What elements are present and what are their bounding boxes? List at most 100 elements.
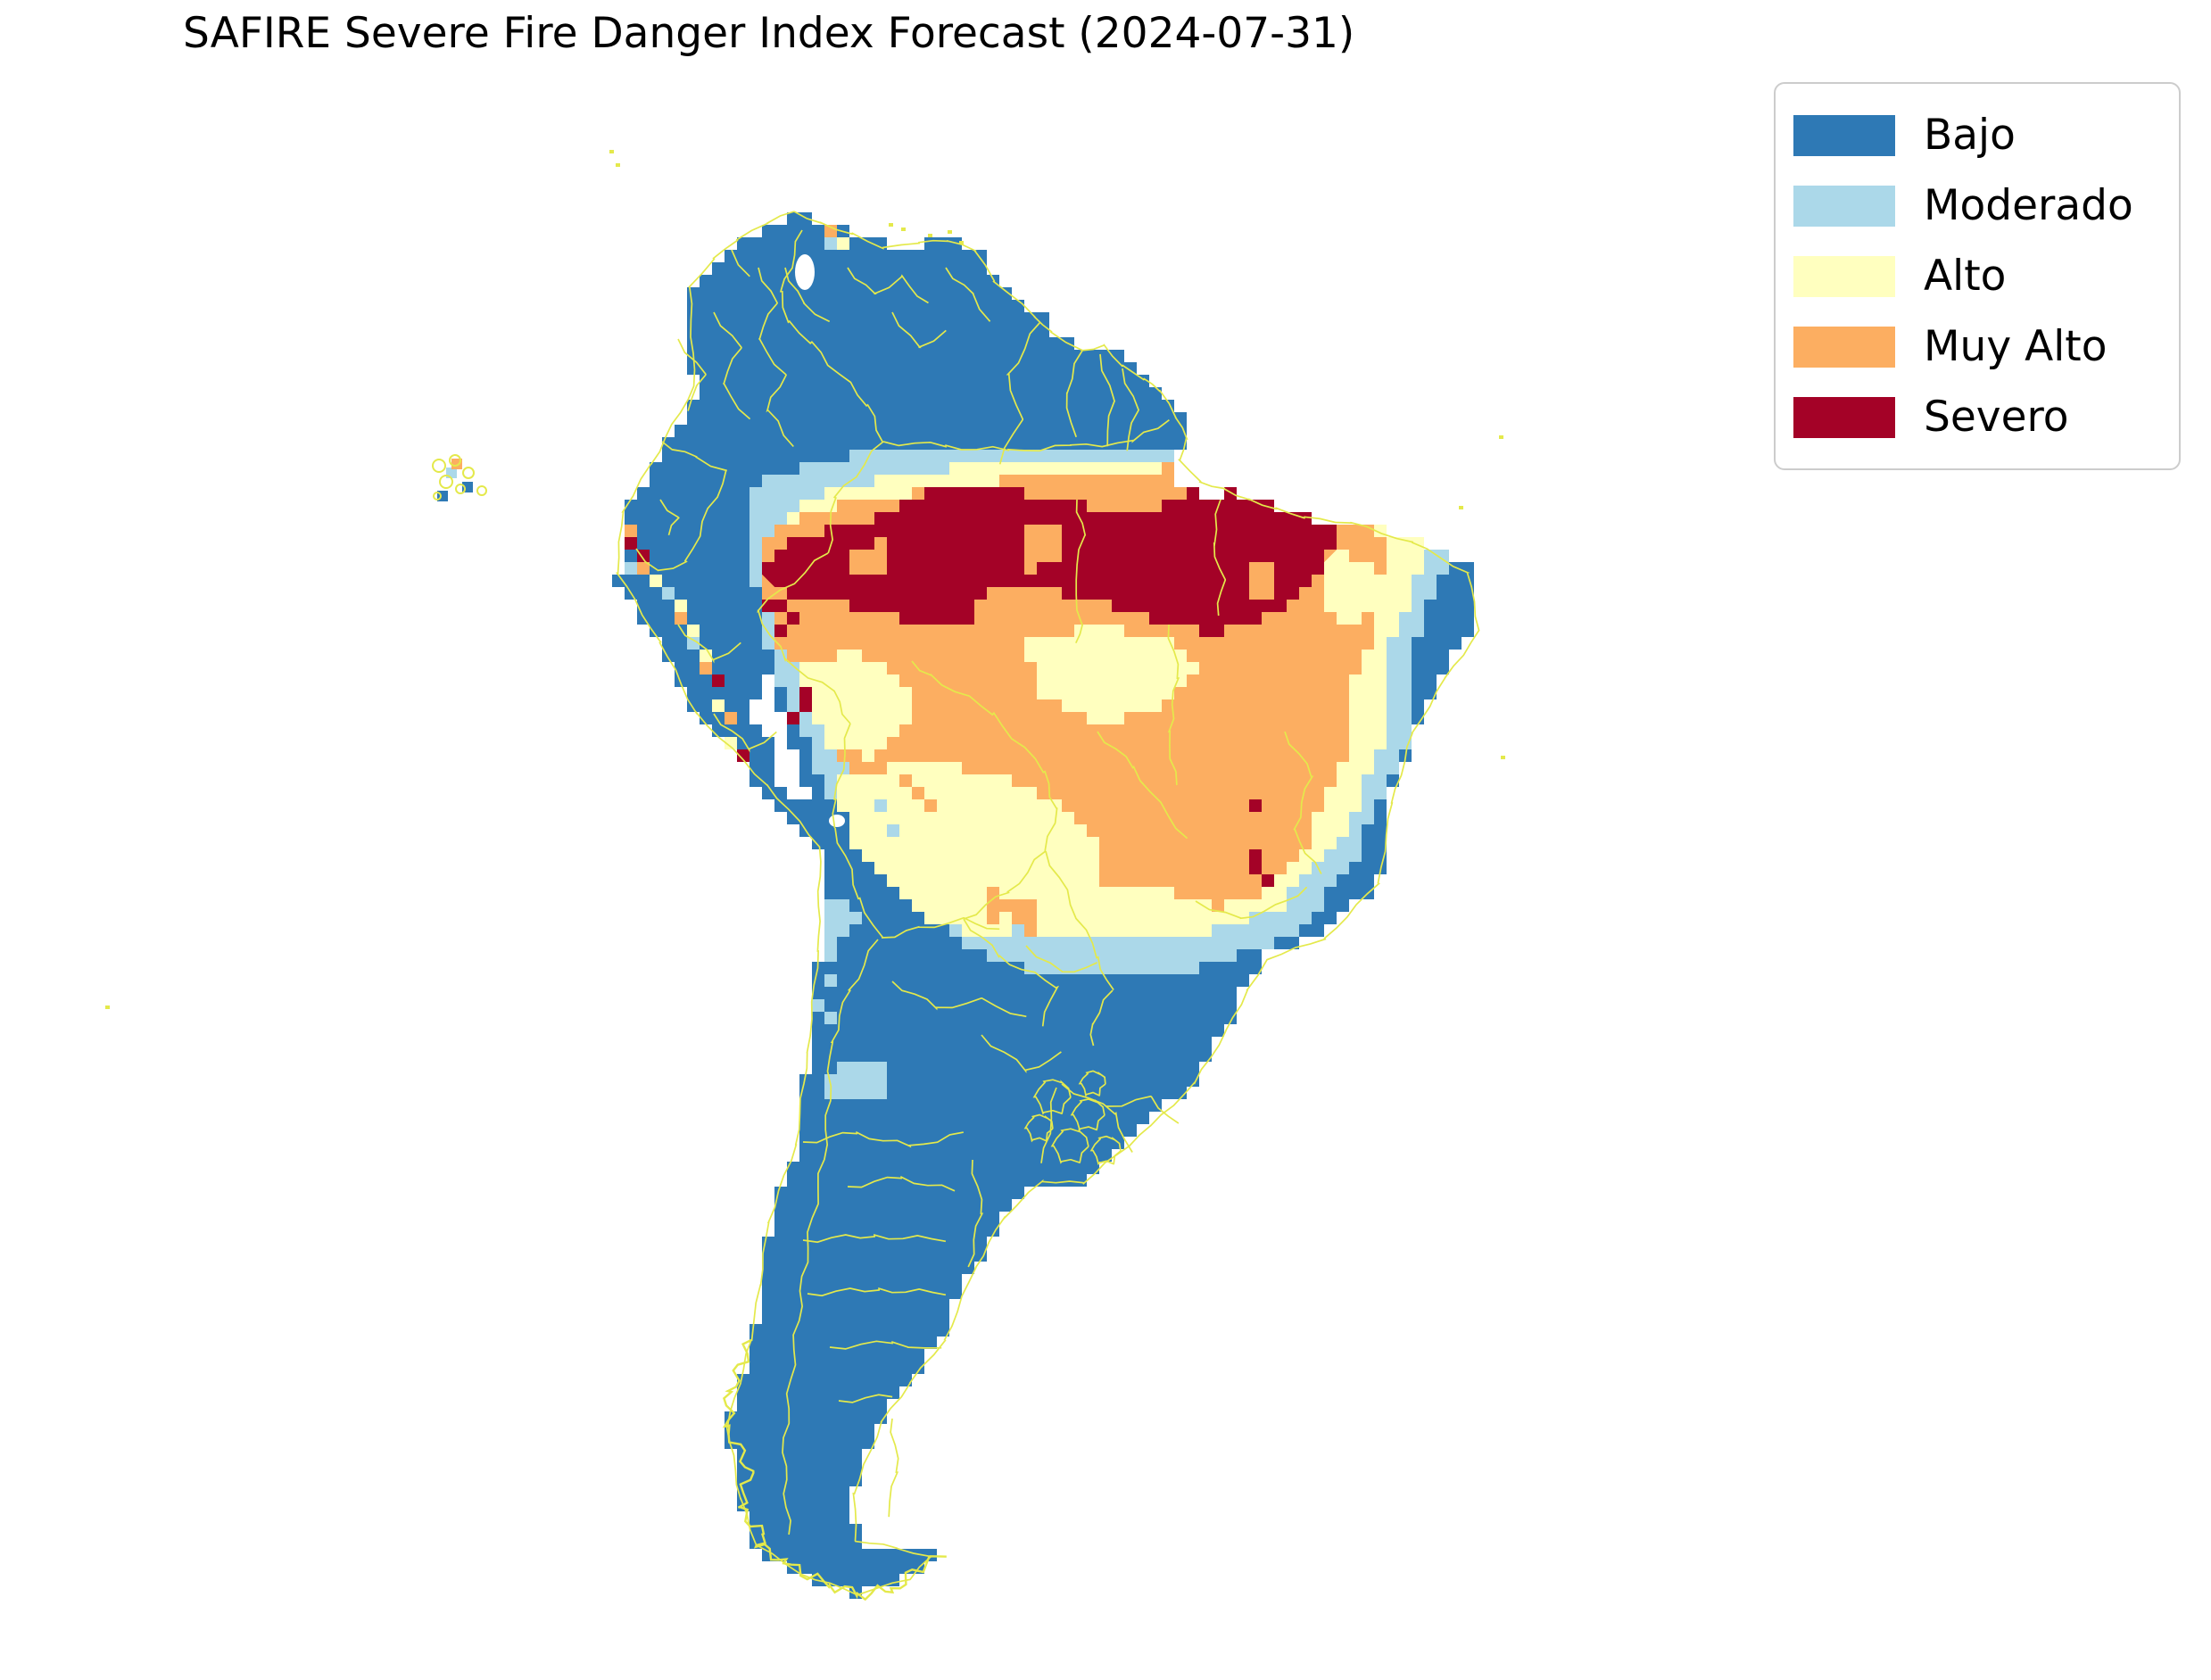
cell-moderado: [1399, 487, 1412, 500]
lake-titicaca: [829, 815, 845, 827]
cell-muy_alto: [999, 899, 1012, 912]
boundary-uruguay-mesh-5: [1023, 1113, 1054, 1143]
boundary-brazil-state-am-pa: [1075, 499, 1087, 644]
legend-label: Moderado: [1924, 181, 2133, 230]
boundary-colombia-dept-2: [677, 338, 707, 411]
speck: [928, 234, 932, 237]
cell-moderado: [662, 587, 675, 600]
boundary-argentina-prov-7: [888, 1418, 899, 1518]
cell-muy_alto: [762, 924, 774, 937]
boundary-colombia-dept-3: [758, 267, 794, 448]
cell-alto: [787, 962, 799, 974]
cell-moderado: [749, 999, 762, 1012]
legend-label: Bajo: [1924, 111, 2016, 160]
boundary-argentina-uruguay: [1040, 1087, 1057, 1163]
galapagos-outline: [433, 492, 442, 501]
cell-muy_alto: [1387, 475, 1399, 487]
boundary-argentina-prov-3: [802, 1234, 947, 1244]
cell-alto: [749, 962, 762, 974]
cell-severo: [1249, 862, 1262, 874]
layer-severo-notch-3: [1249, 562, 1287, 600]
cell-moderado: [824, 974, 837, 987]
galapagos-outline: [462, 467, 475, 479]
boundary-colombia-dept-4: [731, 249, 750, 277]
legend-swatch: [1793, 396, 1895, 438]
boundary-guiana-brazil: [1122, 368, 1140, 451]
galapagos-outline: [476, 485, 487, 496]
boundary-brazil-state-to: [1167, 624, 1180, 785]
cell-severo: [799, 687, 812, 699]
cell-muy_alto: [749, 1024, 762, 1037]
cell-severo: [1374, 462, 1387, 475]
cell-muy_alto: [637, 562, 650, 575]
boundary-venezuela-brazil: [882, 419, 1170, 452]
cell-muy_alto: [625, 525, 637, 537]
cell-muy_alto: [1012, 912, 1024, 924]
galapagos-outline: [432, 459, 446, 473]
speck: [1499, 435, 1503, 439]
galapagos-outline: [455, 484, 466, 494]
legend-row-bajo: Bajo: [1793, 100, 2161, 170]
legend-row-muy-alto: Muy Alto: [1793, 311, 2161, 382]
boundary-argentina-prov-8: [838, 1394, 893, 1403]
boundary-argentina-prov-2: [847, 1175, 956, 1192]
cell-moderado: [824, 1012, 837, 1024]
boundary-brazil-state-mt-go: [1097, 731, 1188, 840]
legend-label: Muy Alto: [1924, 322, 2107, 371]
cell-alto: [687, 625, 700, 637]
cell-muy_alto: [700, 662, 712, 674]
boundary-bolivia-brazil: [911, 660, 1058, 851]
boundary-venezuela-state-2: [784, 267, 831, 323]
cell-severo: [1262, 874, 1274, 887]
galapagos-islands: [432, 454, 487, 501]
cell-moderado: [687, 637, 700, 650]
boundary-peru-dept-1: [677, 624, 741, 664]
admin-boundaries: [635, 229, 1322, 1535]
cell-moderado: [812, 999, 824, 1012]
cell-moderado: [762, 874, 774, 887]
cell-alto: [749, 949, 762, 962]
cell-alto: [712, 699, 725, 712]
boundary-bolivia-paraguay: [963, 850, 1047, 920]
boundary-uruguay-mesh-2: [1070, 1098, 1106, 1131]
cell-severo: [1249, 799, 1262, 812]
boundary-colombia-brazil: [827, 441, 884, 554]
boundary-brazil-state-pa-ma: [1213, 499, 1227, 617]
boundary-argentina-prov-6: [967, 1159, 984, 1268]
cell-severo: [799, 699, 812, 712]
cell-moderado: [824, 237, 837, 250]
cell-alto: [762, 899, 774, 912]
danger-layers: [749, 437, 1449, 1099]
cell-severo: [749, 937, 762, 949]
speck: [1459, 506, 1463, 509]
cell-alto: [725, 737, 737, 749]
cell-alto: [774, 1024, 787, 1037]
cell-muy_alto: [1349, 462, 1362, 475]
boundary-argentina-prov-10: [981, 1034, 1062, 1073]
boundary-peru-dept-2: [713, 713, 777, 753]
cell-moderado: [874, 799, 887, 812]
cell-muy_alto: [749, 837, 762, 849]
boundary-uruguay-mesh-6: [1078, 1070, 1106, 1097]
cell-severo: [1249, 849, 1262, 862]
legend-swatch: [1793, 114, 1895, 156]
galapagos-outline: [439, 475, 453, 489]
boundary-argentina-prov-4: [807, 1287, 947, 1297]
boundary-argentina-chile: [782, 939, 879, 1535]
layer-alto-patch-peru: [799, 650, 912, 762]
island-specks: [105, 150, 1505, 1009]
cell-severo: [637, 550, 650, 562]
cell-muy_alto: [987, 899, 999, 912]
cell-severo: [762, 974, 774, 987]
chart-title: SAFIRE Severe Fire Danger Index Forecast…: [183, 9, 1355, 58]
boundary-peru-brazil: [757, 552, 851, 724]
boundary-venezuela-state-1: [847, 267, 929, 304]
boundary-paraguay-argentina: [963, 918, 1060, 1027]
boundary-argentina-prov-1: [802, 1130, 964, 1148]
boundary-uruguay-mesh-4: [1089, 1135, 1122, 1166]
speck: [609, 150, 614, 153]
cell-alto: [999, 912, 1012, 924]
boundary-venezuela-state-4: [945, 267, 991, 322]
cell-alto: [762, 824, 774, 837]
